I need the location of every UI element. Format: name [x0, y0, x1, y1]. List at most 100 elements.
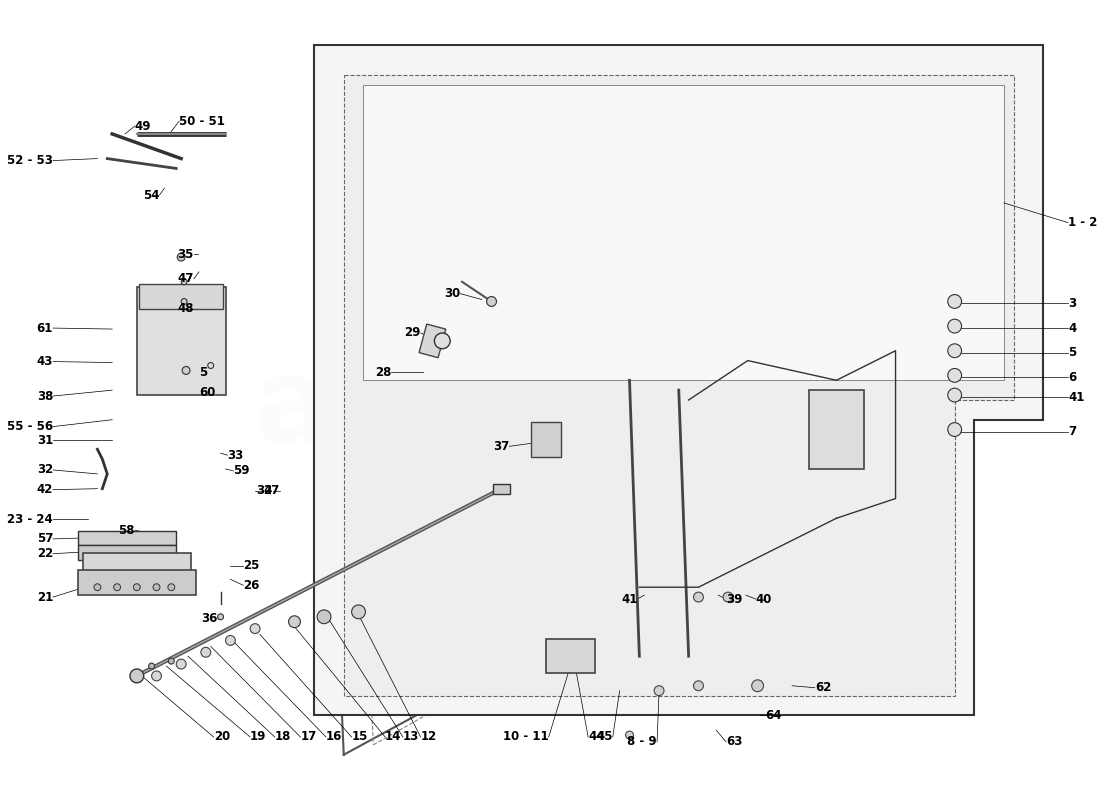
- Bar: [493, 484, 510, 494]
- Text: 57: 57: [36, 533, 53, 546]
- Text: 13: 13: [403, 730, 419, 743]
- Text: 30: 30: [443, 287, 460, 300]
- Text: 21: 21: [36, 590, 53, 603]
- Text: autofaces: autofaces: [254, 352, 906, 467]
- Polygon shape: [363, 85, 1004, 380]
- Circle shape: [948, 369, 961, 382]
- Text: 36: 36: [201, 612, 218, 626]
- Text: 41: 41: [1068, 390, 1085, 403]
- Text: 38: 38: [36, 390, 53, 402]
- Text: 64: 64: [766, 709, 782, 722]
- Text: 6: 6: [1068, 371, 1076, 384]
- Text: 10 - 11: 10 - 11: [503, 730, 549, 743]
- Text: 45: 45: [596, 730, 613, 743]
- Text: 16: 16: [326, 730, 342, 743]
- Text: 49: 49: [135, 119, 152, 133]
- Text: 23 - 24: 23 - 24: [8, 513, 53, 526]
- Circle shape: [352, 605, 365, 618]
- Circle shape: [130, 669, 144, 682]
- Circle shape: [177, 253, 185, 261]
- Bar: [810, 390, 864, 469]
- Circle shape: [133, 584, 141, 590]
- Text: 42: 42: [36, 483, 53, 496]
- Circle shape: [626, 731, 634, 739]
- Circle shape: [182, 298, 187, 305]
- Text: 48: 48: [177, 302, 194, 315]
- Text: 39: 39: [726, 593, 742, 606]
- Text: 54: 54: [143, 189, 160, 202]
- Circle shape: [152, 671, 162, 681]
- Circle shape: [94, 584, 101, 590]
- Text: 40: 40: [756, 593, 772, 606]
- Text: 7: 7: [1068, 425, 1076, 438]
- Text: 29: 29: [404, 326, 420, 339]
- Text: 60: 60: [199, 386, 216, 398]
- Circle shape: [317, 610, 331, 624]
- Circle shape: [723, 592, 733, 602]
- Circle shape: [182, 279, 187, 285]
- Circle shape: [948, 294, 961, 308]
- Text: 18: 18: [275, 730, 292, 743]
- Text: 41: 41: [621, 593, 637, 606]
- Text: 12: 12: [420, 730, 437, 743]
- Text: 33: 33: [228, 449, 244, 462]
- Text: 52 - 53: 52 - 53: [8, 154, 53, 167]
- Text: 35: 35: [177, 248, 194, 261]
- Bar: [140, 284, 223, 309]
- Text: 55 - 56: 55 - 56: [7, 420, 53, 433]
- Text: 25: 25: [243, 559, 260, 572]
- Circle shape: [168, 658, 174, 664]
- Text: a passion for cars: a passion for cars: [412, 442, 708, 476]
- Circle shape: [183, 366, 190, 374]
- Text: 32: 32: [36, 463, 53, 477]
- Circle shape: [948, 422, 961, 437]
- Circle shape: [168, 584, 175, 590]
- Text: 34: 34: [256, 484, 273, 497]
- Circle shape: [694, 592, 703, 602]
- Circle shape: [948, 319, 961, 333]
- Text: 19: 19: [250, 730, 266, 743]
- Bar: [419, 324, 446, 358]
- Text: 1 - 2: 1 - 2: [1068, 216, 1098, 229]
- Text: 44: 44: [588, 730, 605, 743]
- Polygon shape: [315, 46, 1044, 715]
- Text: 28: 28: [375, 366, 390, 379]
- Bar: [546, 639, 595, 674]
- Text: 27: 27: [263, 484, 279, 497]
- Text: 15: 15: [352, 730, 368, 743]
- Bar: [78, 570, 196, 594]
- Text: 61: 61: [36, 322, 53, 334]
- Text: 59: 59: [233, 465, 250, 478]
- Text: 37: 37: [493, 440, 509, 453]
- Circle shape: [948, 344, 961, 358]
- Text: 26: 26: [243, 578, 260, 592]
- Bar: [531, 422, 561, 457]
- Circle shape: [751, 680, 763, 692]
- Circle shape: [226, 635, 235, 646]
- Text: 5: 5: [1068, 346, 1076, 359]
- Text: 5: 5: [199, 366, 207, 379]
- Circle shape: [113, 584, 121, 590]
- Text: 22: 22: [36, 547, 53, 560]
- Text: 47: 47: [177, 272, 194, 286]
- Circle shape: [434, 333, 450, 349]
- Text: 8 - 9: 8 - 9: [627, 735, 657, 749]
- Circle shape: [208, 362, 213, 369]
- Circle shape: [948, 388, 961, 402]
- Circle shape: [148, 663, 155, 669]
- Circle shape: [153, 584, 159, 590]
- Circle shape: [694, 681, 703, 690]
- Circle shape: [250, 624, 260, 634]
- Text: 43: 43: [36, 355, 53, 368]
- Text: 4: 4: [1068, 322, 1076, 334]
- Text: 58: 58: [119, 523, 135, 537]
- Text: 62: 62: [815, 682, 832, 694]
- Bar: [78, 530, 176, 546]
- Text: 31: 31: [36, 434, 53, 447]
- Text: 14: 14: [385, 730, 402, 743]
- Circle shape: [654, 686, 664, 696]
- Text: 63: 63: [726, 735, 742, 749]
- Text: a passion for cars: a passion for cars: [428, 415, 733, 444]
- Text: 3: 3: [1068, 297, 1076, 310]
- Text: 20: 20: [213, 730, 230, 743]
